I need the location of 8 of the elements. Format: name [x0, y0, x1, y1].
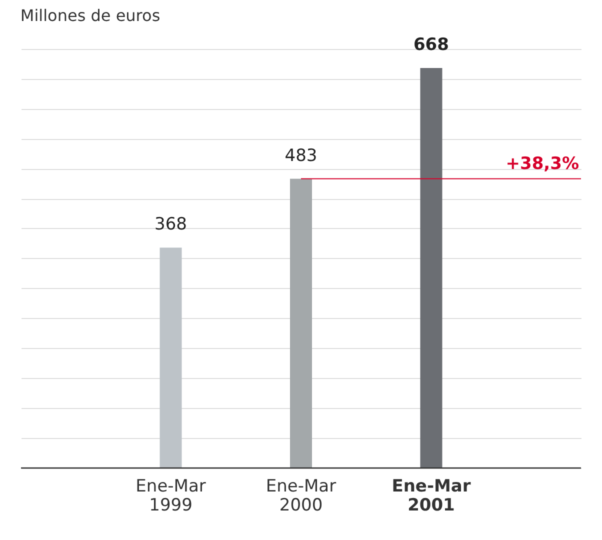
x-tick-label: Ene-Mar 2001 — [392, 476, 472, 516]
annotation: +38,3% — [506, 154, 579, 174]
chart-title: Millones de euros — [20, 6, 160, 25]
x-tick-label: Ene-Mar 1999 — [136, 476, 206, 516]
x-tick-label: Ene-Mar 2000 — [266, 476, 336, 516]
data-label: 483 — [284, 146, 318, 166]
data-label: 668 — [413, 35, 449, 55]
data-label: 368 — [154, 214, 187, 235]
